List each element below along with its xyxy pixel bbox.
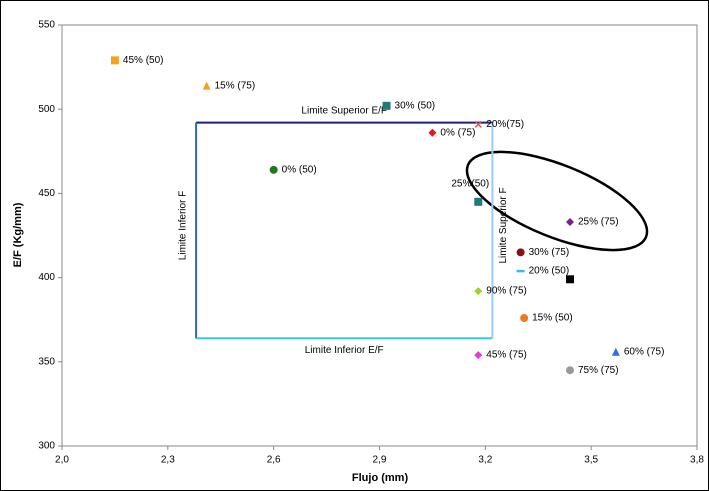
point <box>566 218 574 227</box>
y-tick-label: 500 <box>38 104 55 115</box>
point-label: 0% (50) <box>282 164 317 175</box>
point-label: 75% (75) <box>578 365 619 376</box>
point <box>428 128 437 137</box>
point <box>611 347 620 356</box>
limit-label: Limite Inferior F <box>178 191 189 260</box>
point-label: 25%(50) <box>451 178 489 189</box>
highlight-ellipse <box>465 150 649 252</box>
y-tick-label: 400 <box>38 272 55 283</box>
point <box>202 81 211 90</box>
point <box>382 101 391 110</box>
point <box>516 248 525 257</box>
point <box>269 165 278 174</box>
limit-label: Limite Superior E/F <box>301 105 387 116</box>
y-axis-title: E/F (Kg/mm) <box>12 202 24 267</box>
x-axis-title: Flujo (mm) <box>352 472 409 484</box>
point-label: 0% (75) <box>440 127 475 138</box>
x-tick-label: 3,5 <box>584 455 598 466</box>
x-tick-label: 2,3 <box>161 455 175 466</box>
x-tick-label: 2,9 <box>373 455 387 466</box>
point-label: 90% (75) <box>486 286 527 297</box>
point-label: 45% (75) <box>486 350 527 361</box>
y-tick-label: 450 <box>38 188 55 199</box>
point <box>566 275 574 284</box>
point <box>474 351 483 360</box>
point-label: 45% (50) <box>123 55 164 66</box>
point-label: 30% (50) <box>395 100 436 111</box>
point-label: 25% (75) <box>578 217 619 228</box>
point <box>474 120 482 128</box>
point-label: 20%(75) <box>486 119 524 130</box>
y-tick-label: 300 <box>38 441 55 452</box>
point-label: 60% (75) <box>624 346 665 357</box>
x-tick-label: 2,6 <box>267 455 281 466</box>
point <box>110 56 119 65</box>
x-tick-label: 3,2 <box>478 455 492 466</box>
point <box>566 366 574 375</box>
point <box>474 287 483 296</box>
x-tick-label: 2,0 <box>55 455 69 466</box>
y-tick-label: 350 <box>38 356 55 367</box>
point-label: 15% (50) <box>532 313 573 324</box>
x-tick-label: 3,8 <box>690 455 704 466</box>
point <box>516 269 525 273</box>
point-label: 15% (75) <box>215 80 256 91</box>
limit-label: Limite Inferior E/F <box>305 345 384 356</box>
y-tick-label: 550 <box>38 20 55 31</box>
point <box>474 197 483 206</box>
point <box>520 314 529 323</box>
limit-label: Limite Superior F <box>498 187 509 263</box>
point-label: 20% (50) <box>529 266 570 277</box>
point-label: 30% (75) <box>529 247 570 258</box>
